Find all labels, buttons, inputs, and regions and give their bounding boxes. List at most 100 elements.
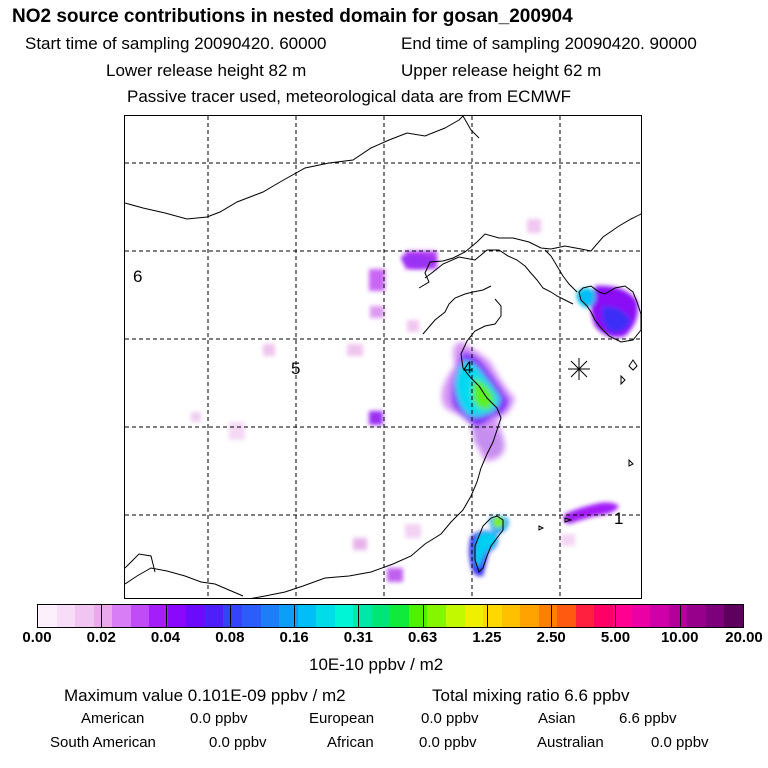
region-label-4: 4 bbox=[463, 358, 473, 377]
colorbar-segment bbox=[353, 605, 372, 627]
plume-region bbox=[401, 254, 437, 268]
map-svg bbox=[125, 116, 641, 598]
colorbar-segment bbox=[223, 605, 243, 627]
plume-patch bbox=[387, 568, 403, 582]
colorbar-segment bbox=[371, 605, 391, 627]
total-mixing-ratio: Total mixing ratio 6.6 ppbv bbox=[432, 686, 630, 705]
colorbar-segment bbox=[186, 605, 205, 627]
colorbar-segment bbox=[390, 605, 409, 627]
plume-patch bbox=[369, 411, 383, 425]
map-panel: 6 5 4 1 bbox=[124, 115, 642, 599]
colorbar-segment bbox=[575, 605, 595, 627]
colorbar-divider bbox=[229, 604, 231, 628]
upper-release-height: Upper release height 62 m bbox=[401, 61, 602, 80]
colorbar-divider bbox=[358, 604, 360, 628]
colorbar-divider bbox=[615, 604, 617, 628]
plume-region bbox=[576, 288, 596, 308]
colorbar-segment bbox=[464, 605, 484, 627]
plume-region bbox=[474, 532, 497, 568]
colorbar-divider bbox=[551, 604, 553, 628]
colorbar-tick-label: 10.00 bbox=[660, 629, 699, 646]
colorbar-segment bbox=[260, 605, 280, 627]
region-name-american: American bbox=[81, 710, 145, 727]
colorbar-segment bbox=[650, 605, 669, 627]
plume-patch bbox=[347, 344, 363, 356]
plume-patch bbox=[405, 524, 421, 538]
lower-release-height: Lower release height 82 m bbox=[106, 61, 307, 80]
colorbar-segment bbox=[316, 605, 335, 627]
colorbar-segment bbox=[594, 605, 613, 627]
colorbar-segment bbox=[557, 605, 576, 627]
colorbar-segment bbox=[501, 605, 521, 627]
colorbar-segment bbox=[631, 605, 651, 627]
colorbar-segment bbox=[520, 605, 539, 627]
grid-lines bbox=[125, 116, 641, 598]
start-time: Start time of sampling 20090420. 60000 bbox=[25, 34, 327, 53]
colorbar-tick-label: 1.25 bbox=[472, 629, 502, 646]
colorbar-segment bbox=[612, 605, 632, 627]
colorbar-segment bbox=[242, 605, 261, 627]
colorbar-segment bbox=[279, 605, 298, 627]
colorbar-segment bbox=[204, 605, 224, 627]
colorbar-tick-label: 20.00 bbox=[725, 629, 763, 646]
region-label-1: 1 bbox=[614, 509, 624, 528]
colorbar-divider bbox=[294, 604, 296, 628]
colorbar-tick-label: 0.00 bbox=[22, 629, 52, 646]
colorbar-divider bbox=[101, 604, 103, 628]
colorbar-segment bbox=[446, 605, 465, 627]
colorbar-divider bbox=[486, 604, 488, 628]
colorbar-tick-label: 0.02 bbox=[86, 629, 116, 646]
region-value-asian: 6.6 ppbv bbox=[619, 710, 677, 727]
colorbar-segment bbox=[705, 605, 725, 627]
region-value-african: 0.0 ppbv bbox=[419, 734, 477, 751]
plume-layer bbox=[191, 219, 638, 582]
region-name-australian: Australian bbox=[537, 734, 604, 751]
colorbar-segment bbox=[297, 605, 317, 627]
region-name-asian: Asian bbox=[538, 710, 576, 727]
colorbar-tick-label: 0.08 bbox=[215, 629, 245, 646]
colorbar-tick-label: 5.00 bbox=[600, 629, 631, 646]
region-name-african: African bbox=[327, 734, 374, 751]
colorbar-tick-label: 2.50 bbox=[536, 629, 566, 646]
colorbar-segment bbox=[75, 605, 94, 627]
colorbar bbox=[37, 604, 744, 628]
plume-patch bbox=[527, 219, 541, 233]
colorbar-tick-label: 0.31 bbox=[343, 629, 373, 646]
region-value-australian: 0.0 ppbv bbox=[651, 734, 709, 751]
colorbar-tick-label: 0.63 bbox=[408, 629, 438, 646]
plume-patch bbox=[191, 412, 201, 422]
colorbar-segment bbox=[668, 605, 688, 627]
colorbar-segment bbox=[427, 605, 447, 627]
max-value: Maximum value 0.101E-09 ppbv / m2 bbox=[64, 686, 346, 705]
colorbar-segment bbox=[483, 605, 502, 627]
plume-patch bbox=[561, 534, 575, 546]
plume-patch bbox=[369, 269, 385, 291]
plume-region bbox=[563, 502, 619, 524]
region-value-european: 0.0 ppbv bbox=[421, 710, 479, 727]
plume-patch bbox=[370, 306, 384, 318]
plume-region bbox=[602, 306, 631, 333]
colorbar-tick-label: 0.16 bbox=[279, 629, 309, 646]
region-value-american: 0.0 ppbv bbox=[190, 710, 248, 727]
colorbar-segment bbox=[130, 605, 150, 627]
colorbar-segment bbox=[93, 605, 113, 627]
colorbar-segment bbox=[408, 605, 428, 627]
region-value-south-american: 0.0 ppbv bbox=[209, 734, 267, 751]
colorbar-divider bbox=[679, 604, 681, 628]
colorbar-segment bbox=[334, 605, 354, 627]
plume-patch bbox=[353, 538, 367, 550]
plume-patch bbox=[407, 320, 419, 332]
region-name-south-american: South American bbox=[50, 734, 156, 751]
colorbar-segment bbox=[38, 605, 57, 627]
colorbar-segment bbox=[724, 605, 743, 627]
colorbar-segment bbox=[167, 605, 187, 627]
plume-patch bbox=[263, 344, 275, 356]
region-name-european: European bbox=[309, 710, 375, 727]
colorbar-units: 10E-10 ppbv / m2 bbox=[309, 655, 444, 674]
region-label-5: 5 bbox=[291, 359, 301, 378]
region-label-6: 6 bbox=[133, 267, 143, 286]
colorbar-segment bbox=[538, 605, 558, 627]
end-time: End time of sampling 20090420. 90000 bbox=[401, 34, 697, 53]
colorbar-segment bbox=[149, 605, 168, 627]
plume-region bbox=[472, 378, 495, 410]
